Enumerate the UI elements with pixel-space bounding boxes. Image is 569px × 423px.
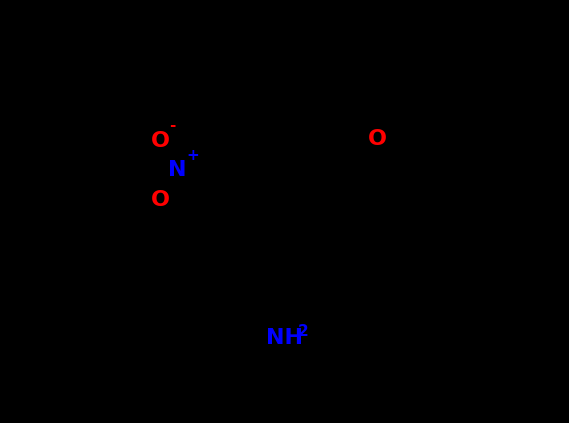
- Text: 2: 2: [298, 324, 309, 339]
- Text: O: O: [368, 129, 387, 149]
- Text: NH: NH: [266, 328, 303, 348]
- Text: +: +: [187, 148, 199, 163]
- Text: N: N: [168, 160, 187, 180]
- Text: O: O: [151, 131, 170, 151]
- Text: O: O: [151, 190, 170, 210]
- Text: -: -: [170, 118, 176, 133]
